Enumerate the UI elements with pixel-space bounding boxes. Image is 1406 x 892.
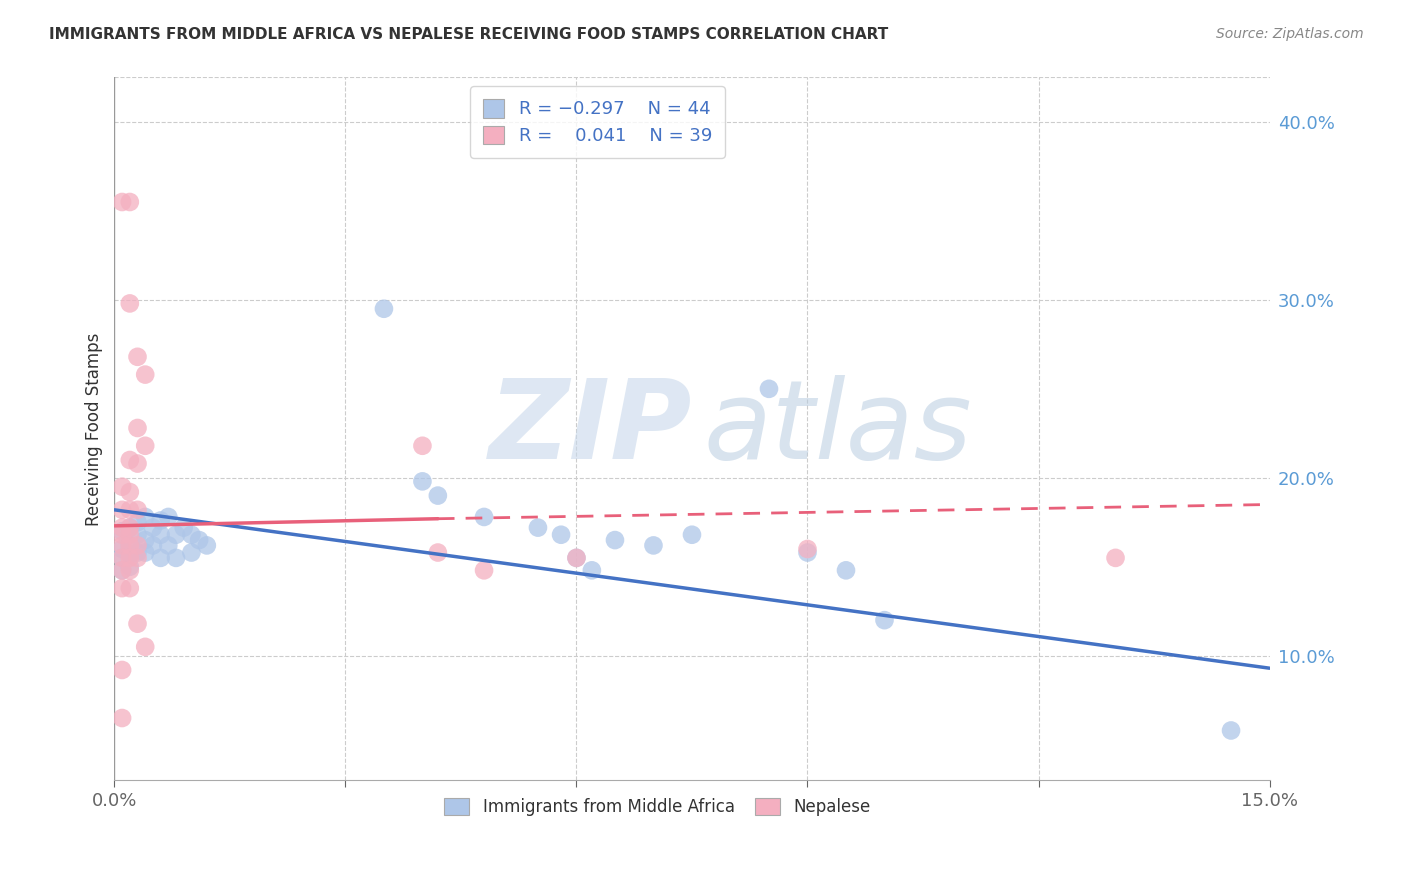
Point — [118, 581, 141, 595]
Point — [796, 545, 818, 559]
Point — [411, 439, 433, 453]
Point — [426, 489, 449, 503]
Point — [134, 533, 156, 547]
Point — [111, 194, 134, 209]
Point — [180, 545, 202, 559]
Point — [165, 527, 187, 541]
Point — [603, 533, 626, 547]
Point — [565, 550, 588, 565]
Point — [1104, 550, 1126, 565]
Point — [118, 453, 141, 467]
Point — [111, 524, 134, 538]
Point — [111, 538, 134, 552]
Point — [134, 439, 156, 453]
Point — [127, 527, 149, 541]
Point — [127, 457, 149, 471]
Point — [118, 194, 141, 209]
Point — [195, 538, 218, 552]
Point — [111, 521, 134, 535]
Point — [149, 514, 172, 528]
Point — [142, 521, 165, 535]
Point — [118, 559, 141, 574]
Point — [127, 545, 149, 559]
Point — [188, 533, 211, 547]
Point — [111, 563, 134, 577]
Point — [127, 350, 149, 364]
Point — [111, 480, 134, 494]
Y-axis label: Receiving Food Stamps: Receiving Food Stamps — [86, 332, 103, 525]
Text: Source: ZipAtlas.com: Source: ZipAtlas.com — [1216, 27, 1364, 41]
Point — [127, 538, 149, 552]
Point — [758, 382, 780, 396]
Point — [118, 527, 141, 541]
Point — [127, 550, 149, 565]
Point — [835, 563, 858, 577]
Point — [173, 521, 195, 535]
Point — [1220, 723, 1243, 738]
Point — [111, 503, 134, 517]
Point — [180, 527, 202, 541]
Point — [581, 563, 603, 577]
Point — [118, 563, 141, 577]
Point — [873, 613, 896, 627]
Point — [472, 510, 495, 524]
Point — [111, 550, 134, 565]
Point — [411, 475, 433, 489]
Point — [134, 510, 156, 524]
Point — [118, 538, 141, 552]
Point — [118, 538, 141, 552]
Point — [373, 301, 395, 316]
Point — [111, 550, 134, 565]
Point — [426, 545, 449, 559]
Point — [118, 521, 141, 535]
Point — [565, 550, 588, 565]
Point — [111, 527, 134, 541]
Point — [111, 541, 134, 556]
Point — [127, 516, 149, 530]
Point — [134, 545, 156, 559]
Point — [118, 521, 141, 535]
Point — [111, 581, 134, 595]
Point — [111, 563, 134, 577]
Point — [165, 550, 187, 565]
Point — [142, 538, 165, 552]
Point — [118, 296, 141, 310]
Point — [118, 485, 141, 500]
Text: IMMIGRANTS FROM MIDDLE AFRICA VS NEPALESE RECEIVING FOOD STAMPS CORRELATION CHAR: IMMIGRANTS FROM MIDDLE AFRICA VS NEPALES… — [49, 27, 889, 42]
Text: ZIP: ZIP — [488, 376, 692, 483]
Point — [111, 711, 134, 725]
Point — [796, 541, 818, 556]
Point — [681, 527, 703, 541]
Point — [134, 368, 156, 382]
Point — [127, 616, 149, 631]
Point — [149, 527, 172, 541]
Point — [127, 503, 149, 517]
Point — [643, 538, 665, 552]
Point — [527, 521, 550, 535]
Point — [118, 550, 141, 565]
Point — [111, 663, 134, 677]
Legend: Immigrants from Middle Africa, Nepalese: Immigrants from Middle Africa, Nepalese — [436, 789, 879, 825]
Point — [550, 527, 572, 541]
Point — [134, 640, 156, 654]
Point — [127, 421, 149, 435]
Point — [472, 563, 495, 577]
Point — [157, 510, 180, 524]
Text: atlas: atlas — [703, 376, 972, 483]
Point — [118, 547, 141, 561]
Point — [149, 550, 172, 565]
Point — [157, 538, 180, 552]
Point — [118, 503, 141, 517]
